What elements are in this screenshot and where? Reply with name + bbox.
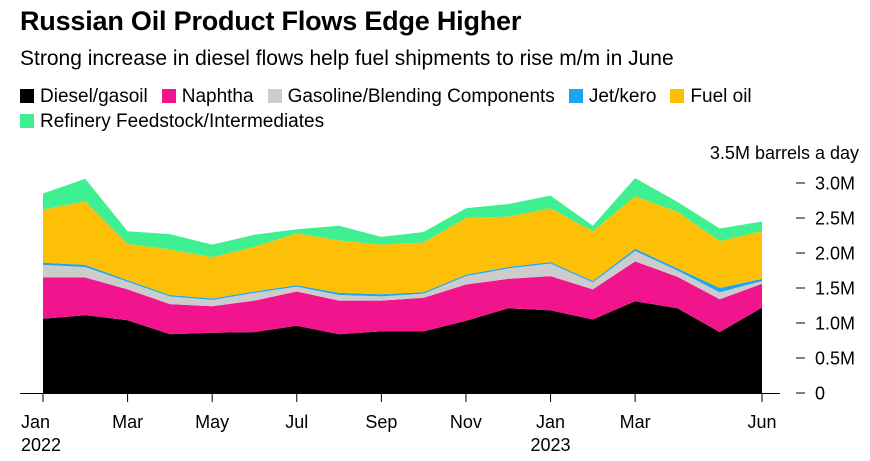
y-unit-label: 3.5M barrels a day	[710, 143, 859, 163]
x-tick-label: Jan	[21, 412, 50, 432]
legend-label: Refinery Feedstock/Intermediates	[40, 111, 325, 132]
x-tick-label: Jun	[747, 412, 776, 432]
area-series-diesel-gasoil	[43, 301, 762, 393]
chart-title: Russian Oil Product Flows Edge Higher	[20, 6, 522, 36]
legend-swatch	[161, 89, 176, 103]
area-series-gasoline-blending-components	[43, 250, 762, 307]
y-tick-label: 0.5M	[815, 349, 855, 369]
x-tick-label: Mar	[620, 412, 651, 432]
legend-swatch	[568, 89, 583, 103]
legend-swatch	[670, 89, 685, 103]
y-tick-label: 1.5M	[815, 279, 855, 299]
chart-subtitle: Strong increase in diesel flows help fue…	[20, 47, 674, 70]
x-tick-label: Mar	[112, 412, 143, 432]
legend-item-diesel-gasoil: Diesel/gasoil	[20, 84, 148, 109]
y-tick-label: 3.0M	[815, 174, 855, 194]
legend-label: Diesel/gasoil	[40, 86, 148, 107]
x-tick-label: Nov	[450, 412, 482, 432]
legend-swatch	[20, 114, 34, 128]
x-tick-label: May	[195, 412, 229, 432]
legend-label: Fuel oil	[690, 86, 752, 107]
legend-item-naphtha: Naphtha	[161, 84, 254, 109]
area-series-naphtha	[43, 261, 762, 335]
x-tick-year-label: 2023	[531, 435, 571, 455]
x-tick-year-label: 2022	[21, 435, 61, 455]
legend-item-gasoline-blending-components: Gasoline/Blending Components	[267, 84, 555, 109]
legend-label: Jet/kero	[588, 86, 657, 107]
y-tick-label: 2.5M	[815, 209, 855, 229]
y-tick-label: 2.0M	[815, 244, 855, 264]
x-tick-label: Jul	[285, 412, 308, 432]
x-tick-label: Sep	[365, 412, 397, 432]
x-tick-label: Jan	[536, 412, 565, 432]
legend: Diesel/gasoil Naphtha Gasoline/Blending Co…	[20, 84, 850, 134]
legend-item-refinery-feedstock-intermediates: Refinery Feedstock/Intermediates	[20, 109, 324, 134]
y-tick-label: 0	[815, 384, 825, 404]
area-series-refinery-feedstock-intermediates	[43, 178, 762, 258]
legend-swatch	[267, 89, 282, 103]
y-tick-label: 1.0M	[815, 314, 855, 334]
legend-label: Gasoline/Blending Components	[287, 86, 555, 107]
legend-swatch	[20, 89, 34, 103]
area-series-fuel-oil	[43, 196, 762, 299]
legend-item-fuel-oil: Fuel oil	[670, 84, 752, 109]
legend-label: Naphtha	[181, 86, 254, 107]
legend-item-jet-kero: Jet/kero	[568, 84, 657, 109]
